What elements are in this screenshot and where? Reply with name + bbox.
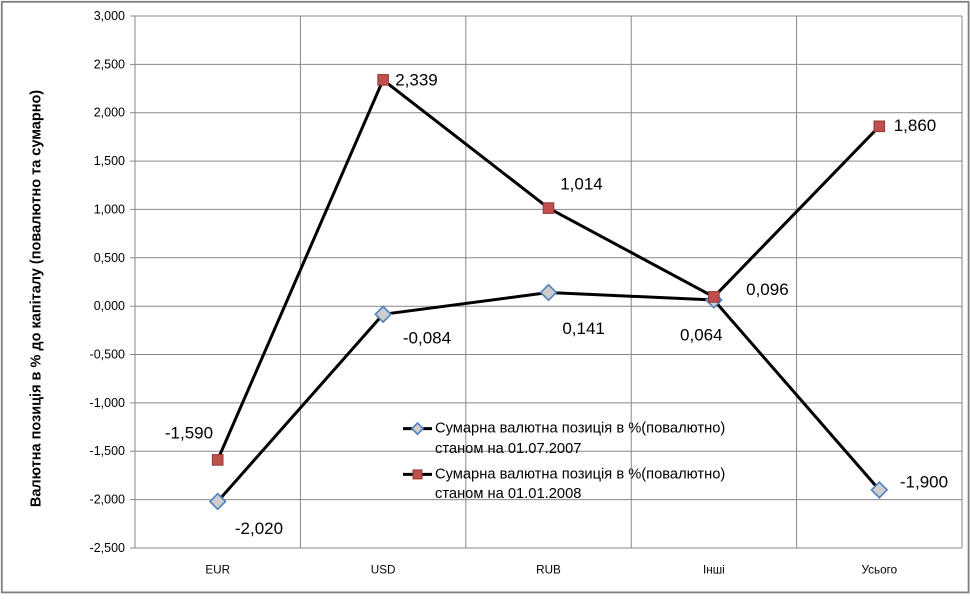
svg-text:USD: USD [371,564,396,577]
svg-text:0,500: 0,500 [94,251,125,265]
svg-text:EUR: EUR [205,564,230,577]
svg-text:-1,000: -1,000 [90,396,125,410]
svg-text:Усього: Усього [862,564,898,577]
svg-text:-2,020: -2,020 [235,519,283,538]
svg-text:станом на 01.01.2008: станом на 01.01.2008 [435,486,581,502]
svg-text:1,860: 1,860 [894,116,937,135]
svg-text:станом на 01.07.2007: станом на 01.07.2007 [435,441,581,457]
svg-text:0,141: 0,141 [562,319,605,338]
svg-text:Сумарна валютна позиція в %(по: Сумарна валютна позиція в %(повалютно) [435,421,725,437]
svg-text:1,014: 1,014 [560,175,603,194]
svg-text:3,000: 3,000 [94,9,125,23]
svg-text:1,000: 1,000 [94,202,125,216]
svg-text:Валютна позиція в % до капітал: Валютна позиція в % до капіталу (повалют… [29,90,45,507]
svg-text:RUB: RUB [536,564,561,577]
svg-text:1,500: 1,500 [94,154,125,168]
svg-text:2,000: 2,000 [94,106,125,120]
svg-text:-1,590: -1,590 [165,424,213,443]
svg-text:-2,500: -2,500 [90,541,125,555]
svg-text:0,000: 0,000 [94,299,125,313]
svg-text:-0,084: -0,084 [403,329,451,348]
svg-text:-0,500: -0,500 [90,348,125,362]
svg-text:-1,900: -1,900 [900,473,948,492]
svg-text:-1,500: -1,500 [90,444,125,458]
svg-text:Сумарна валютна позиція в %(по: Сумарна валютна позиція в %(повалютно) [435,466,725,482]
svg-text:2,500: 2,500 [94,57,125,71]
svg-text:0,064: 0,064 [680,325,723,344]
svg-text:Інші: Інші [703,564,725,577]
svg-text:-2,000: -2,000 [90,493,125,507]
svg-text:2,339: 2,339 [395,71,438,90]
svg-text:0,096: 0,096 [746,280,789,299]
